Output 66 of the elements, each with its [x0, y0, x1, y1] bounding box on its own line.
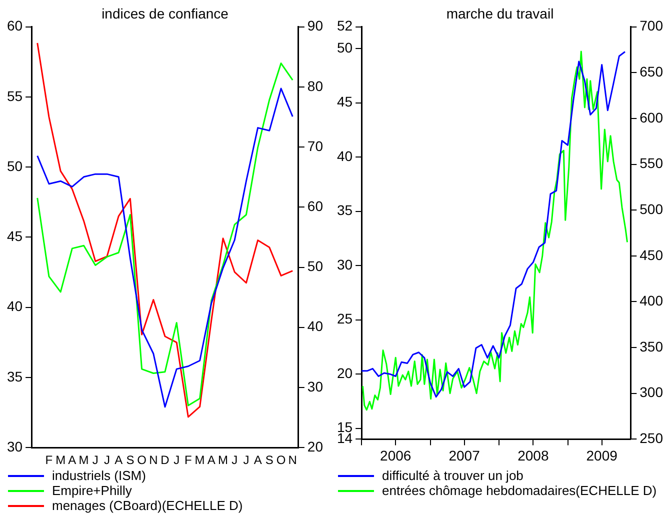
y2-tick-label: 60: [307, 198, 324, 214]
y-tick-label: 60: [6, 18, 23, 34]
x-tick-label: J: [243, 453, 250, 468]
x-tick-label: N: [288, 453, 297, 468]
y2-tick-label: 450: [640, 246, 664, 263]
x-tick-label: S: [265, 453, 274, 468]
legend-label: difficulté à trouver un job: [382, 468, 524, 483]
x-tick-label: J: [92, 453, 98, 468]
chart-title: marche du travail: [446, 5, 554, 22]
chart-title: indices de confiance: [102, 5, 229, 22]
legend-label: Empire+Philly: [52, 483, 132, 498]
y-tick-label: 40: [6, 298, 23, 314]
y-tick-label: 55: [6, 88, 23, 104]
x-tick-label: O: [276, 453, 286, 468]
y2-tick-label: 20: [307, 438, 324, 454]
x-tick-label: M: [78, 453, 89, 468]
x-tick-label: M: [194, 453, 205, 468]
y2-tick-label: 30: [307, 378, 324, 394]
y-tick-label: 25: [336, 310, 353, 327]
y2-tick-label: 80: [307, 78, 324, 94]
x-tick-label: A: [68, 453, 76, 468]
x-tick-label: J: [104, 453, 110, 468]
y2-tick-label: 550: [640, 155, 664, 172]
y2-tick-label: 500: [640, 200, 664, 217]
y-tick-label: 40: [336, 148, 353, 164]
y2-tick-label: 700: [640, 18, 664, 34]
x-tick-label: 2006: [380, 447, 412, 464]
x-tick-label: N: [149, 453, 158, 468]
x-tick-label: F: [184, 453, 192, 468]
x-tick-label: 2008: [518, 447, 549, 464]
y2-tick-label: 90: [307, 18, 324, 34]
x-tick-label: A: [254, 453, 262, 468]
x-tick-label: F: [45, 453, 53, 468]
x-tick-label: S: [126, 453, 134, 468]
x-tick-label: D: [160, 453, 170, 468]
y2-tick-label: 50: [307, 258, 324, 274]
y-tick-label: 30: [336, 256, 353, 272]
legend-label: industriels (ISM): [52, 468, 146, 483]
y2-tick-label: 600: [640, 109, 664, 126]
y-tick-label: 50: [336, 39, 353, 56]
legend-label: menages (CBoard)(ECHELLE D): [52, 498, 243, 513]
legend-label: entrées chômage hebdomadaires(ECHELLE D): [382, 483, 657, 498]
y2-tick-label: 300: [640, 384, 664, 400]
y2-tick-label: 40: [307, 318, 324, 334]
y2-tick-label: 250: [640, 430, 664, 446]
y-tick-label: 35: [6, 368, 23, 384]
x-tick-label: M: [56, 453, 66, 468]
x-tick-label: 2007: [448, 447, 480, 464]
x-tick-label: J: [232, 453, 238, 468]
x-tick-label: J: [174, 453, 180, 468]
y2-tick-label: 400: [640, 292, 664, 309]
y-tick-label: 30: [6, 438, 23, 454]
x-tick-label: M: [218, 453, 228, 468]
x-tick-label: O: [137, 453, 146, 468]
y-tick-label: 45: [6, 228, 23, 244]
x-tick-label: A: [114, 453, 123, 468]
x-tick-label: A: [207, 453, 216, 468]
y-tick-label: 50: [6, 158, 23, 174]
x-tick-label: 2009: [586, 447, 618, 464]
y-tick-label: 45: [336, 94, 353, 110]
y2-tick-label: 350: [640, 338, 664, 354]
y2-tick-label: 650: [640, 63, 664, 80]
y-tick-label: 20: [336, 364, 353, 381]
y-tick-label: 52: [336, 18, 353, 34]
y-tick-label: 35: [336, 202, 353, 218]
y2-tick-label: 70: [307, 138, 324, 154]
